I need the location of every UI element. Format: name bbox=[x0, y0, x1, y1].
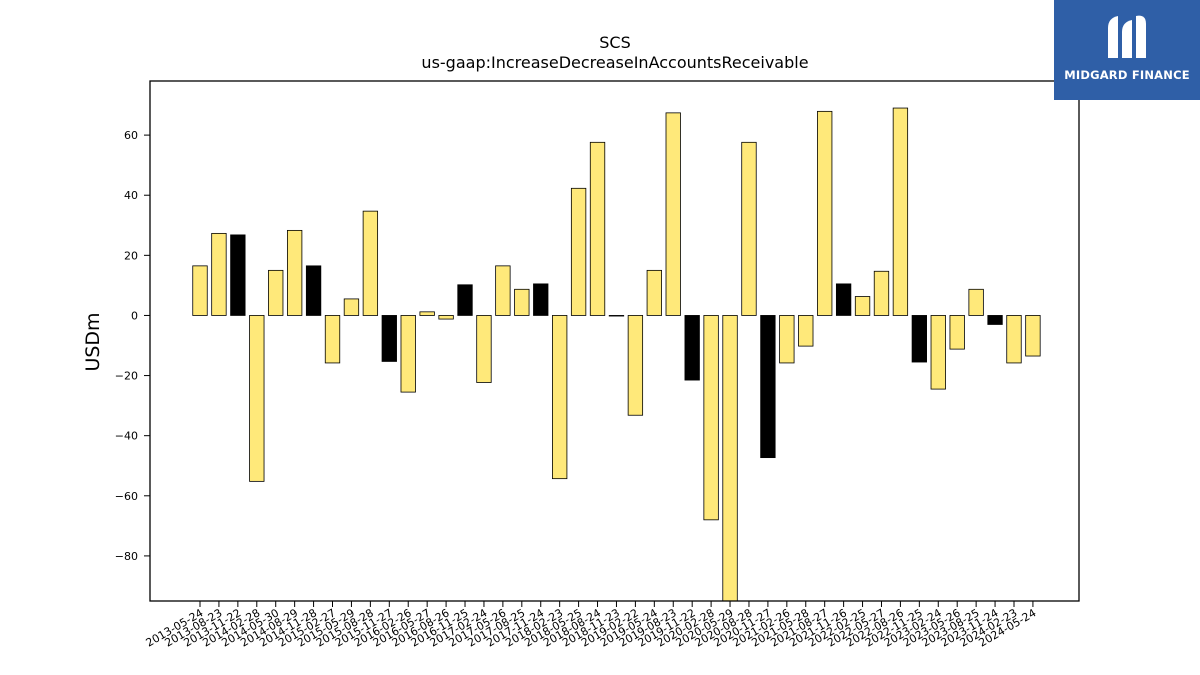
bar bbox=[552, 315, 568, 480]
bar bbox=[400, 315, 416, 393]
y-tick-label: −40 bbox=[115, 430, 138, 443]
bar bbox=[362, 210, 379, 316]
bar bbox=[419, 311, 435, 316]
bar bbox=[476, 315, 492, 383]
bar bbox=[911, 315, 927, 363]
bar bbox=[324, 315, 341, 364]
y-tick-label: −60 bbox=[115, 490, 138, 503]
bar bbox=[343, 298, 360, 316]
chart-title: SCS bbox=[599, 33, 630, 52]
bar bbox=[760, 315, 776, 459]
bar bbox=[627, 315, 644, 416]
bar bbox=[741, 141, 757, 316]
bar bbox=[665, 112, 681, 316]
bar bbox=[249, 315, 265, 482]
bar bbox=[381, 315, 397, 362]
bar bbox=[230, 234, 246, 316]
bar bbox=[949, 315, 965, 350]
bar bbox=[495, 265, 511, 316]
bar bbox=[457, 284, 473, 316]
bar bbox=[968, 288, 984, 316]
midgard-finance-logo: MIDGARD FINANCE bbox=[1054, 0, 1200, 100]
bar bbox=[608, 315, 625, 317]
bar bbox=[570, 187, 587, 316]
bar bbox=[1006, 315, 1022, 364]
bar bbox=[1025, 315, 1041, 357]
bar bbox=[514, 288, 530, 316]
bar bbox=[798, 315, 814, 347]
bar bbox=[873, 270, 890, 316]
bar bbox=[854, 296, 871, 316]
bars-group bbox=[192, 107, 1041, 602]
bar bbox=[817, 110, 833, 316]
bar bbox=[305, 265, 322, 316]
bar bbox=[192, 265, 208, 316]
plot-frame bbox=[149, 80, 1080, 602]
bar bbox=[438, 315, 454, 320]
y-tick-label: −80 bbox=[115, 550, 138, 563]
bar bbox=[533, 283, 549, 316]
y-axis: 60 40 20 0 −20 −40 −60 −80 bbox=[115, 129, 150, 563]
bar bbox=[286, 229, 303, 316]
bar bbox=[684, 315, 700, 381]
chart-subtitle: us-gaap:IncreaseDecreaseInAccountsReceiv… bbox=[421, 53, 808, 72]
bar bbox=[892, 107, 909, 316]
logo-text: MIDGARD FINANCE bbox=[1064, 68, 1190, 82]
bar bbox=[646, 269, 662, 316]
bar bbox=[835, 283, 852, 316]
y-tick-label: 20 bbox=[124, 249, 138, 262]
bar bbox=[722, 315, 738, 602]
bar bbox=[987, 315, 1003, 325]
y-tick-label: 60 bbox=[124, 129, 138, 142]
midgard-monogram-icon bbox=[1108, 15, 1146, 59]
x-axis: 2013-05-242013-08-232013-11-222014-02-28… bbox=[144, 601, 1038, 650]
y-tick-label: 0 bbox=[131, 309, 138, 322]
bar bbox=[779, 315, 795, 364]
y-tick-label: 40 bbox=[124, 189, 138, 202]
y-axis-label: USDm bbox=[82, 312, 104, 371]
y-tick-label: −20 bbox=[115, 370, 138, 383]
bar bbox=[703, 315, 719, 521]
bar bbox=[268, 269, 284, 316]
bar bbox=[211, 232, 227, 316]
bar bbox=[589, 141, 606, 316]
bar bbox=[930, 315, 946, 390]
